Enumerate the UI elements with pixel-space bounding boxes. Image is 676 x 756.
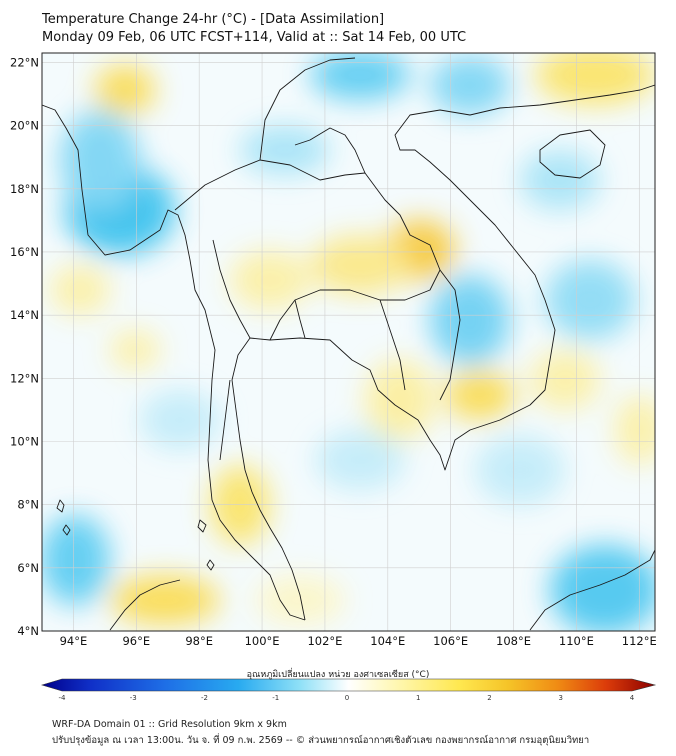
longitude-label: 106°E — [433, 634, 468, 648]
latitude-label: 16°N — [10, 245, 39, 259]
longitude-label: 110°E — [559, 634, 594, 648]
longitude-label: 100°E — [245, 634, 280, 648]
latitude-label: 12°N — [10, 371, 39, 385]
latitude-label: 18°N — [10, 182, 39, 196]
footer-credit: ปรับปรุงข้อมูล ณ เวลา 13:00น. วัน จ. ที่… — [52, 735, 590, 746]
longitude-label: 108°E — [496, 634, 531, 648]
latitude-label: 4°N — [17, 624, 39, 638]
colorbar: -4 -3 -2 -1 0 1 2 3 4 — [40, 678, 657, 700]
footer-model-info: WRF-DA Domain 01 :: Grid Resolution 9km … — [52, 719, 287, 730]
longitude-label: 96°E — [122, 634, 150, 648]
map-frame — [41, 52, 656, 632]
latitude-label: 8°N — [17, 498, 39, 512]
latitude-label: 14°N — [10, 308, 39, 322]
colorbar-label: อุณหภูมิเปลี่ยนแปลง หน่วย องศาเซลเซียส (… — [246, 670, 430, 680]
longitude-label: 94°E — [60, 634, 88, 648]
longitude-labels: 94°E 96°E 98°E 100°E 102°E 104°E 106°E 108°E 110… — [60, 634, 657, 648]
map-title: Temperature Change 24-hr (°C) - [Data As… — [42, 12, 385, 27]
longitude-label: 112°E — [622, 634, 657, 648]
colorbar-tick-label: -4 — [59, 694, 67, 700]
colorbar-tick-label: 3 — [559, 694, 563, 700]
latitude-label: 10°N — [10, 434, 39, 448]
colorbar-tick-label: 4 — [630, 694, 635, 700]
colorbar-tick-label: -2 — [201, 694, 208, 700]
temperature-field — [42, 53, 655, 631]
latitude-label: 20°N — [10, 119, 39, 133]
colorbar-tick-label: -3 — [130, 694, 137, 700]
longitude-label: 98°E — [185, 634, 213, 648]
longitude-label: 102°E — [307, 634, 342, 648]
coastlines — [42, 57, 655, 631]
colorbar-tick-label: 2 — [487, 694, 491, 700]
colorbar-tick-label: 1 — [416, 694, 420, 700]
latitude-labels: 22°N 20°N 18°N 16°N 14°N 12°N 10°N 8°N 6°N 4°N — [10, 55, 39, 638]
colorbar-tick-label: 0 — [345, 694, 349, 700]
colorbar-tick-label: -1 — [272, 694, 279, 700]
temperature-change-map: 22°N 20°N 18°N 16°N 14°N 12°N 10°N 8°N 6°N 4°N 94… — [10, 52, 657, 700]
latitude-label: 6°N — [17, 561, 39, 575]
map-subtitle: Monday 09 Feb, 06 UTC FCST+114, Valid at… — [42, 30, 467, 45]
longitude-label: 104°E — [370, 634, 405, 648]
latitude-label: 22°N — [10, 55, 39, 69]
